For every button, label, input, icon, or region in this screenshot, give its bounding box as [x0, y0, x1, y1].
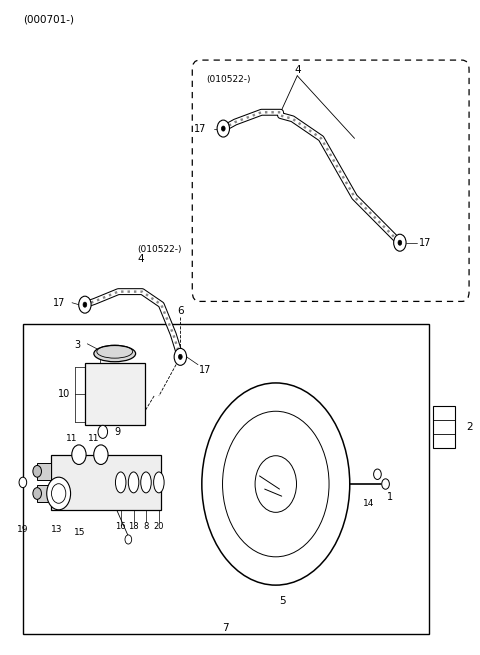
Bar — [433, 405, 455, 448]
Circle shape — [217, 120, 229, 137]
Text: 17: 17 — [419, 238, 432, 248]
Circle shape — [174, 348, 187, 365]
Text: 7: 7 — [222, 622, 229, 633]
Circle shape — [382, 479, 389, 489]
Circle shape — [79, 296, 91, 313]
Text: 6: 6 — [177, 306, 184, 316]
Circle shape — [223, 411, 329, 557]
Text: 15: 15 — [74, 529, 86, 538]
Ellipse shape — [154, 472, 164, 493]
Circle shape — [202, 383, 350, 585]
Text: (010522-): (010522-) — [137, 245, 182, 253]
Circle shape — [47, 477, 71, 510]
Text: 3: 3 — [74, 340, 80, 350]
Text: 17: 17 — [53, 298, 66, 308]
Text: 13: 13 — [50, 525, 62, 534]
Text: 4: 4 — [137, 254, 144, 264]
Ellipse shape — [116, 472, 126, 493]
Text: 1: 1 — [387, 492, 394, 502]
Bar — [37, 463, 51, 479]
Circle shape — [398, 240, 402, 245]
Ellipse shape — [33, 487, 41, 499]
Text: 8: 8 — [144, 522, 149, 531]
Text: (010522-): (010522-) — [206, 75, 251, 84]
Circle shape — [51, 483, 66, 503]
Text: 2: 2 — [467, 422, 473, 432]
Text: 19: 19 — [17, 525, 29, 534]
Bar — [85, 364, 144, 425]
Circle shape — [125, 535, 132, 544]
Text: 9: 9 — [115, 427, 121, 437]
Circle shape — [83, 302, 87, 307]
Text: (000701-): (000701-) — [23, 14, 74, 25]
Circle shape — [394, 234, 406, 251]
Text: 11: 11 — [87, 434, 99, 443]
Bar — [23, 324, 429, 634]
Ellipse shape — [94, 345, 136, 362]
Text: 5: 5 — [280, 597, 286, 607]
Circle shape — [72, 445, 86, 464]
Bar — [51, 455, 161, 510]
Ellipse shape — [33, 466, 41, 477]
Circle shape — [98, 425, 108, 438]
Ellipse shape — [128, 472, 139, 493]
Ellipse shape — [141, 472, 151, 493]
Text: 4: 4 — [294, 65, 300, 75]
Bar — [37, 485, 51, 502]
Text: 20: 20 — [154, 522, 164, 531]
Text: 18: 18 — [128, 522, 139, 531]
Text: 17: 17 — [194, 124, 206, 134]
Text: 16: 16 — [115, 522, 126, 531]
Circle shape — [19, 477, 27, 487]
Circle shape — [94, 445, 108, 464]
Circle shape — [221, 126, 225, 131]
Text: 10: 10 — [59, 389, 71, 400]
Text: 17: 17 — [199, 365, 212, 375]
Text: 11: 11 — [65, 434, 77, 443]
Text: 14: 14 — [363, 499, 374, 508]
Circle shape — [373, 469, 381, 479]
Circle shape — [179, 354, 182, 360]
Circle shape — [255, 456, 297, 512]
